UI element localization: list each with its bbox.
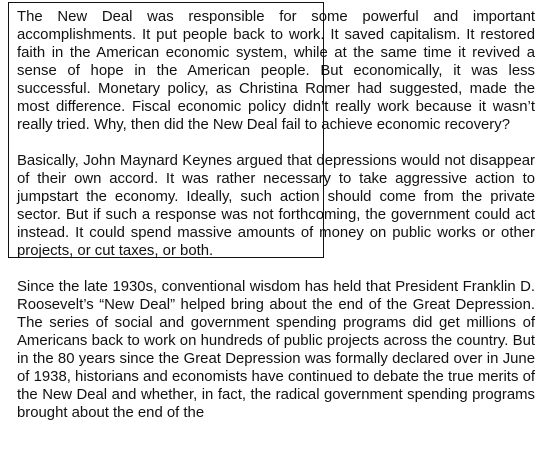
paragraph-conventional-wisdom: Since the late 1930s, conventional wisdo…	[17, 279, 535, 421]
paragraph-new-deal-accomplishments: The New Deal was responsible for some po…	[17, 9, 535, 133]
paragraph-keynes-argument: Basically, John Maynard Keynes argued th…	[17, 153, 535, 259]
document-body: The New Deal was responsible for some po…	[17, 8, 535, 440]
